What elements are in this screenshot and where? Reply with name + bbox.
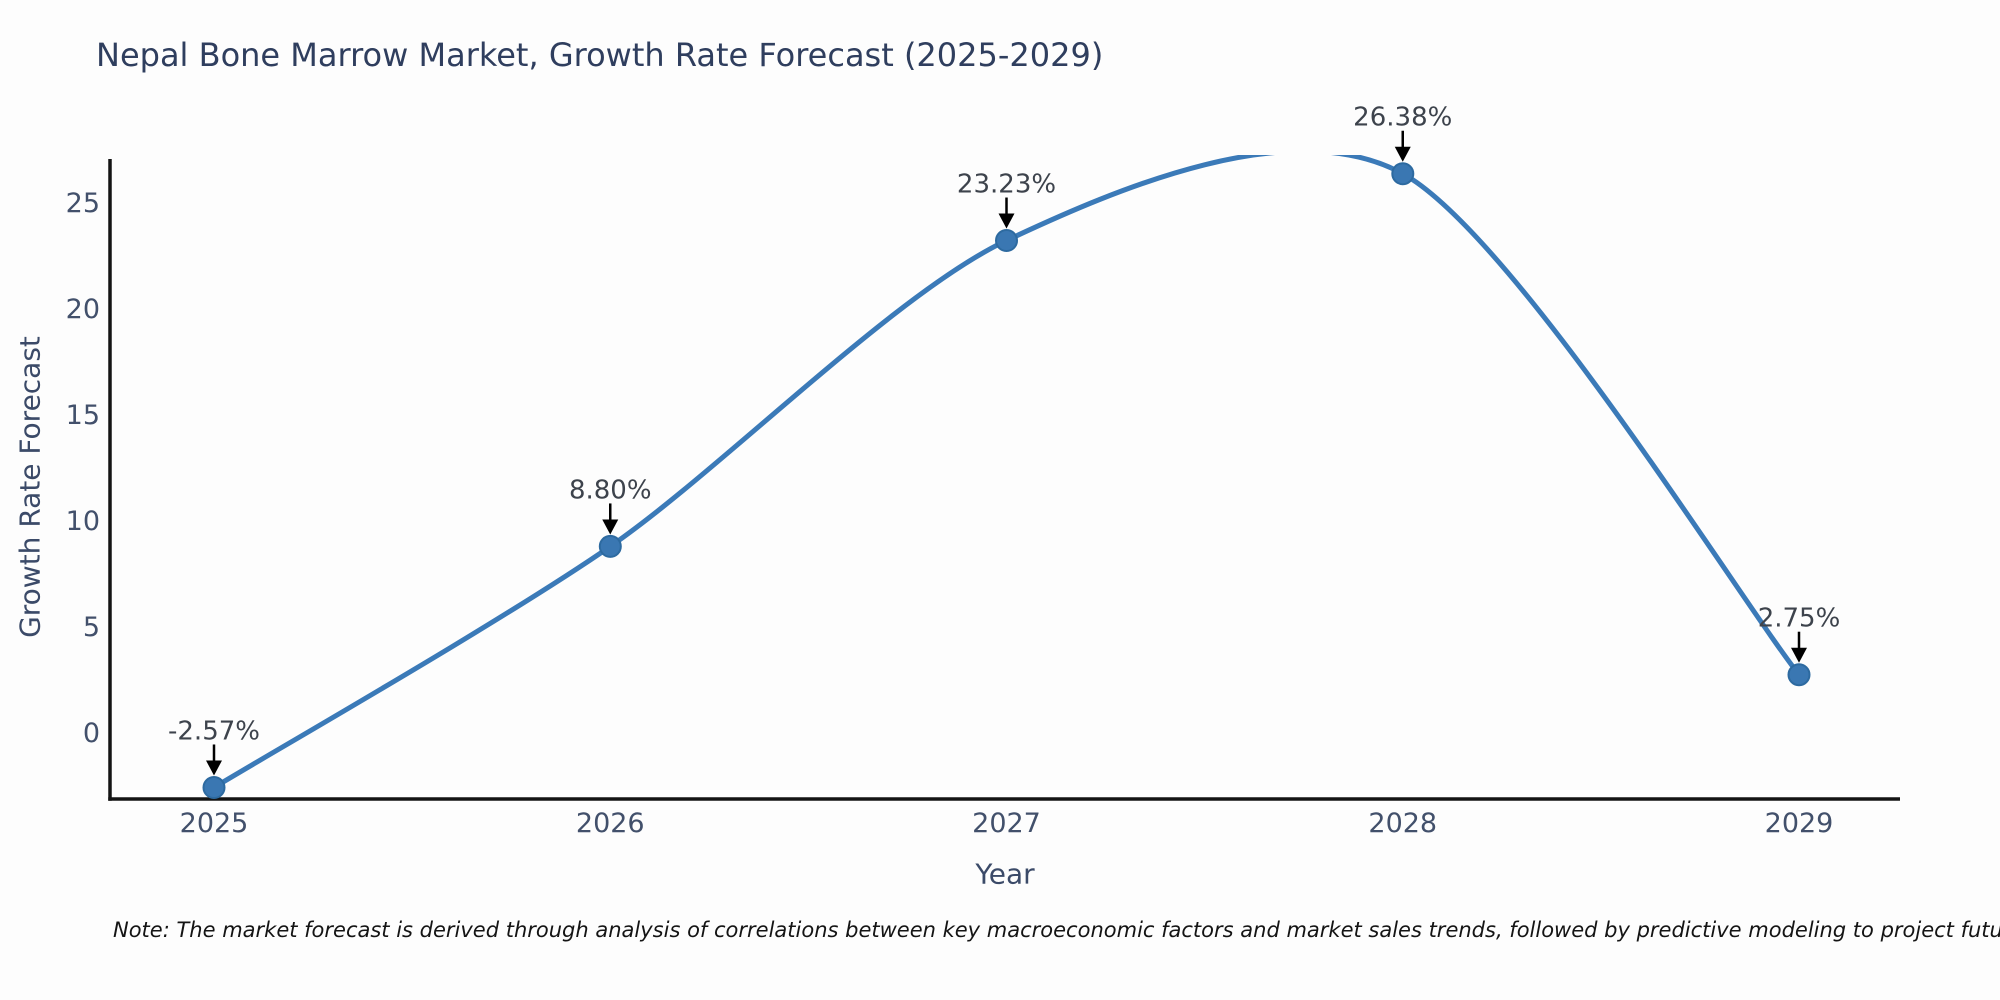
annotation-arrowhead <box>998 213 1015 229</box>
point-value-label: -2.57% <box>168 716 260 746</box>
y-tick-label: 15 <box>66 400 100 431</box>
annotation-arrowhead <box>1394 146 1411 162</box>
y-axis-title: Growth Rate Forecast <box>13 336 47 638</box>
point-value-label: 23.23% <box>957 170 1056 200</box>
point-value-label: 2.75% <box>1758 604 1841 634</box>
data-point-marker <box>1391 162 1415 186</box>
x-tick-label: 2025 <box>180 808 249 839</box>
annotation-arrowhead <box>602 519 619 535</box>
x-tick-label: 2026 <box>576 808 645 839</box>
point-value-label: 26.38% <box>1353 103 1452 133</box>
footnote: Note: The market forecast is derived thr… <box>113 918 2000 942</box>
x-tick-label: 2029 <box>1765 808 1834 839</box>
data-point-marker <box>598 534 622 558</box>
annotation-arrowhead <box>1791 647 1807 663</box>
data-point-marker <box>202 776 226 799</box>
y-tick-label: 25 <box>66 188 100 219</box>
y-tick-label: 0 <box>83 718 100 749</box>
y-tick-label: 5 <box>83 612 100 643</box>
y-tick-label: 20 <box>66 294 100 325</box>
annotation-arrowhead <box>206 760 222 776</box>
point-value-label: 8.80% <box>569 475 652 505</box>
chart-title: Nepal Bone Marrow Market, Growth Rate Fo… <box>96 36 1104 74</box>
x-axis-title: Year <box>975 857 1035 891</box>
data-point-marker <box>995 229 1018 252</box>
data-point-marker <box>1787 663 1811 687</box>
x-tick-label: 2027 <box>972 808 1041 839</box>
x-tick-label: 2028 <box>1368 808 1437 839</box>
y-tick-label: 10 <box>66 506 100 537</box>
